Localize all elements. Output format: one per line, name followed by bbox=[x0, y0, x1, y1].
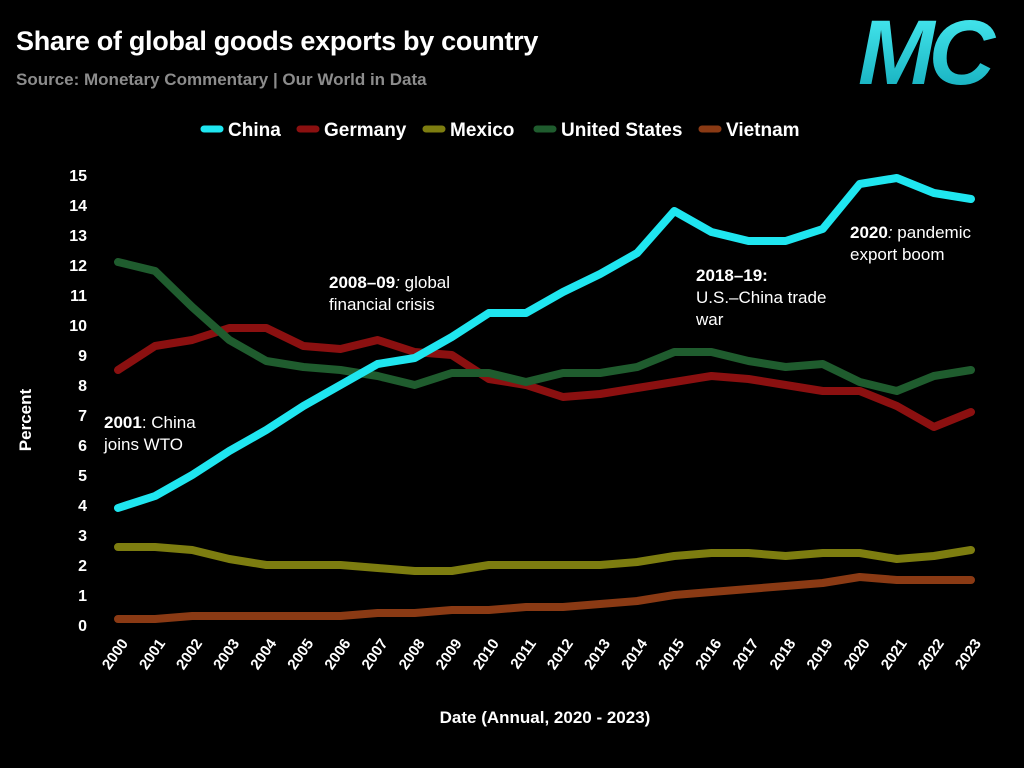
series-line-china bbox=[114, 174, 975, 512]
legend-label: United States bbox=[561, 120, 682, 141]
y-tick-label: 2 bbox=[78, 558, 87, 575]
svg-text:2020: pandemic: 2020: pandemic bbox=[850, 223, 971, 242]
legend-item-vietnam: Vietnam bbox=[698, 120, 800, 141]
y-tick-label: 5 bbox=[78, 468, 87, 485]
legend-label: China bbox=[228, 120, 281, 141]
y-tick-label: 13 bbox=[69, 228, 87, 245]
x-tick-label: 2019 bbox=[804, 636, 837, 673]
svg-text:U.S.–China trade: U.S.–China trade bbox=[696, 288, 826, 307]
series-line-vietnam bbox=[114, 573, 975, 623]
svg-text:financial crisis: financial crisis bbox=[329, 295, 435, 314]
y-tick-label: 1 bbox=[78, 588, 87, 605]
legend-label: Mexico bbox=[450, 120, 514, 141]
legend-label: Germany bbox=[324, 120, 407, 141]
x-axis: 2000 2001 2002 2003 2004 2005 2006 2007 2008 2009… bbox=[99, 635, 985, 673]
svg-text:2018–19:: 2018–19: bbox=[696, 266, 768, 285]
x-tick-label: 2020 bbox=[841, 636, 874, 673]
chart-subtitle: Source: Monetary Commentary | Our World … bbox=[16, 70, 427, 89]
y-tick-label: 4 bbox=[78, 498, 87, 515]
x-tick-label: 2021 bbox=[878, 636, 911, 673]
x-tick-label: 2003 bbox=[210, 636, 243, 673]
legend-item-china: China bbox=[200, 120, 281, 141]
mc-logo: MC bbox=[858, 6, 1003, 96]
legend-item-mexico: Mexico bbox=[422, 120, 514, 141]
annotation: 2001: China joins WTO bbox=[103, 413, 196, 454]
y-tick-label: 6 bbox=[78, 438, 87, 455]
x-tick-label: 2023 bbox=[952, 636, 985, 673]
logo-text: MC bbox=[858, 6, 997, 96]
chart-title: Share of global goods exports by country bbox=[16, 26, 539, 56]
y-tick-label: 11 bbox=[70, 288, 87, 305]
x-tick-label: 2018 bbox=[766, 636, 799, 673]
y-tick-label: 9 bbox=[78, 348, 87, 365]
y-tick-label: 8 bbox=[78, 378, 87, 395]
y-tick-label: 15 bbox=[69, 168, 87, 185]
series-line-mexico bbox=[114, 543, 975, 575]
legend-item-germany: Germany bbox=[296, 120, 407, 141]
y-tick-label: 14 bbox=[69, 198, 87, 215]
y-tick-label: 7 bbox=[78, 408, 87, 425]
x-tick-label: 2007 bbox=[358, 636, 391, 673]
series-line-united-states bbox=[114, 258, 975, 395]
x-tick-label: 2012 bbox=[544, 636, 577, 673]
y-tick-label: 12 bbox=[69, 258, 87, 275]
x-tick-label: 2010 bbox=[470, 636, 503, 673]
x-tick-label: 2017 bbox=[729, 636, 762, 673]
annotation: 2008–09: global financial crisis bbox=[329, 273, 450, 314]
annotations: 2001: China joins WTO 2008–09: global finan… bbox=[103, 223, 971, 454]
svg-text:export boom: export boom bbox=[850, 245, 945, 264]
annotation: 2018–19: U.S.–China trade war bbox=[695, 266, 826, 329]
x-tick-label: 2015 bbox=[655, 636, 688, 673]
x-tick-label: 2002 bbox=[173, 636, 206, 673]
annotation: 2020: pandemic export boom bbox=[850, 223, 971, 264]
x-tick-label: 2005 bbox=[284, 636, 317, 673]
x-tick-label: 2013 bbox=[581, 636, 614, 673]
series-lines bbox=[114, 174, 975, 623]
svg-text:2001: China: 2001: China bbox=[104, 413, 196, 432]
legend-item-united-states: United States bbox=[533, 120, 682, 141]
x-tick-label: 2009 bbox=[433, 636, 466, 673]
legend: China Germany Mexico United States Vietnam bbox=[200, 120, 800, 141]
y-tick-label: 0 bbox=[78, 618, 87, 635]
y-tick-label: 10 bbox=[69, 318, 87, 335]
x-axis-title: Date (Annual, 2020 - 2023) bbox=[440, 708, 651, 727]
x-tick-label: 2001 bbox=[136, 636, 169, 673]
svg-text:joins WTO: joins WTO bbox=[103, 435, 183, 454]
x-tick-label: 2006 bbox=[321, 636, 354, 673]
x-tick-label: 2016 bbox=[692, 636, 725, 673]
x-tick-label: 2011 bbox=[507, 636, 540, 672]
x-tick-label: 2022 bbox=[915, 636, 948, 673]
x-tick-label: 2000 bbox=[99, 636, 132, 673]
y-tick-label: 3 bbox=[78, 528, 87, 545]
y-axis-title: Percent bbox=[16, 388, 35, 451]
svg-text:2008–09: global: 2008–09: global bbox=[329, 273, 450, 292]
legend-label: Vietnam bbox=[726, 120, 800, 141]
x-tick-label: 2014 bbox=[618, 635, 651, 673]
svg-text:war: war bbox=[695, 310, 724, 329]
x-tick-label: 2004 bbox=[247, 635, 280, 673]
series-line-germany bbox=[114, 324, 975, 431]
x-tick-label: 2008 bbox=[396, 636, 429, 673]
